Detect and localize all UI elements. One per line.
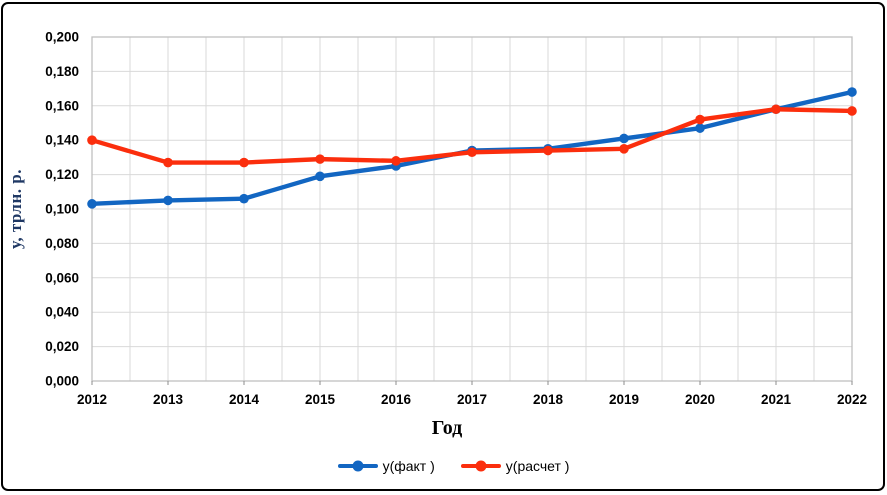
- svg-text:0,020: 0,020: [45, 339, 79, 354]
- calc-series-line-marker-icon: [460, 459, 501, 473]
- svg-text:0,060: 0,060: [45, 270, 79, 285]
- legend-item-calc: у(расчет ): [460, 458, 570, 474]
- x-axis-title: Год: [431, 417, 463, 439]
- svg-text:0,000: 0,000: [45, 374, 79, 389]
- svg-text:0,100: 0,100: [45, 202, 79, 217]
- svg-text:2016: 2016: [381, 392, 412, 407]
- svg-text:2021: 2021: [761, 392, 792, 407]
- svg-text:2014: 2014: [229, 392, 260, 407]
- svg-text:0,140: 0,140: [45, 133, 79, 148]
- svg-text:0,120: 0,120: [45, 167, 79, 182]
- legend-item-fact: у(факт ): [337, 458, 435, 474]
- chart-legend: у(факт ) у(расчет ): [10, 459, 887, 473]
- svg-text:2013: 2013: [153, 392, 184, 407]
- fact-series-line-marker-icon: [337, 459, 378, 473]
- svg-text:2015: 2015: [305, 392, 336, 407]
- svg-text:0,160: 0,160: [45, 98, 79, 113]
- svg-text:2019: 2019: [609, 392, 639, 407]
- svg-text:2017: 2017: [457, 392, 487, 407]
- svg-text:2020: 2020: [685, 392, 715, 407]
- legend-label-calc: у(расчет ): [505, 458, 570, 474]
- svg-text:0,180: 0,180: [45, 64, 79, 79]
- svg-text:2022: 2022: [837, 392, 867, 407]
- legend-label-fact: у(факт ): [382, 458, 435, 474]
- svg-text:0,080: 0,080: [45, 236, 79, 251]
- svg-text:0,040: 0,040: [45, 305, 79, 320]
- svg-text:2018: 2018: [533, 392, 564, 407]
- svg-text:0,200: 0,200: [45, 30, 79, 45]
- svg-text:2012: 2012: [77, 392, 107, 407]
- y-axis-title: у, трлн. р.: [6, 169, 25, 249]
